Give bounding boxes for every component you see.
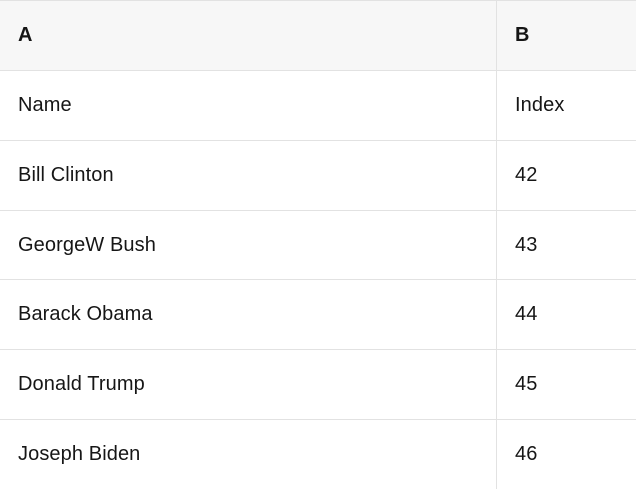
cell-a4[interactable]: Barack Obama: [0, 280, 497, 350]
cell-b2[interactable]: 42: [497, 141, 636, 210]
cell-a1[interactable]: Name: [0, 70, 497, 140]
table-row: Bill Clinton 42: [0, 140, 636, 211]
cell-text: Name: [18, 93, 72, 116]
cell-text: Barack Obama: [18, 303, 153, 326]
cell-text: 43: [515, 233, 538, 256]
cell-a3[interactable]: GeorgeW Bush: [0, 210, 497, 280]
table-row: Donald Trump 45: [0, 350, 636, 421]
cell-text: Bill Clinton: [18, 163, 114, 186]
cell-text: Joseph Biden: [18, 443, 141, 466]
cell-b5[interactable]: 45: [497, 350, 636, 419]
cell-a6[interactable]: Joseph Biden: [0, 420, 497, 489]
table-row: GeorgeW Bush 43: [0, 210, 636, 281]
cell-text: 44: [515, 303, 538, 326]
cell-text: 46: [515, 443, 538, 466]
column-header-b-label: B: [515, 23, 530, 46]
cell-b3[interactable]: 43: [497, 211, 636, 280]
column-header-b[interactable]: B: [497, 1, 636, 70]
cell-b4[interactable]: 44: [497, 280, 636, 349]
cell-text: GeorgeW Bush: [18, 233, 156, 256]
cell-a5[interactable]: Donald Trump: [0, 350, 497, 420]
cell-text: Index: [515, 93, 565, 116]
column-header-row: A B: [0, 1, 636, 71]
cell-text: Donald Trump: [18, 373, 145, 396]
cell-text: 42: [515, 163, 538, 186]
table-row: Joseph Biden 46: [0, 420, 636, 489]
cell-b6[interactable]: 46: [497, 420, 636, 489]
cell-text: 45: [515, 373, 538, 396]
table-row: Barack Obama 44: [0, 280, 636, 351]
table-row: Name Index: [0, 70, 636, 141]
column-header-a[interactable]: A: [0, 1, 497, 70]
column-header-a-label: A: [18, 23, 33, 46]
cell-a2[interactable]: Bill Clinton: [0, 140, 497, 210]
cell-b1[interactable]: Index: [497, 71, 636, 140]
